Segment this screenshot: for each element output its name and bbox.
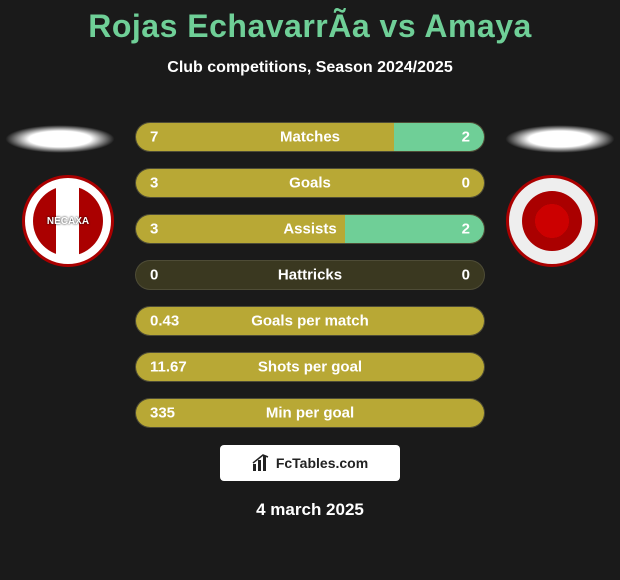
stat-value-left: 335 — [150, 405, 175, 422]
stat-value-right: 2 — [462, 221, 470, 238]
date-label: 4 march 2025 — [0, 500, 620, 520]
stat-label: Goals — [289, 175, 331, 192]
page-subtitle: Club competitions, Season 2024/2025 — [0, 59, 620, 77]
stat-row: 335 Min per goal — [135, 398, 485, 428]
stat-value-right: 2 — [462, 129, 470, 146]
stat-row: 0 Hattricks 0 — [135, 260, 485, 290]
stat-label: Hattricks — [278, 267, 342, 284]
stat-row: 11.67 Shots per goal — [135, 352, 485, 382]
brand-badge[interactable]: FcTables.com — [220, 445, 400, 481]
player-shadow-right — [505, 125, 615, 153]
stat-value-left: 7 — [150, 129, 158, 146]
stat-label: Min per goal — [266, 405, 354, 422]
stat-fill-right — [394, 123, 484, 151]
stat-label: Goals per match — [251, 313, 369, 330]
brand-text: FcTables.com — [276, 455, 368, 471]
stat-fill-left — [136, 123, 394, 151]
page-title: Rojas EchavarrÃa vs Amaya — [0, 0, 620, 45]
stat-value-right: 0 — [462, 267, 470, 284]
stat-value-left: 0 — [150, 267, 158, 284]
club-badge-right — [506, 175, 598, 267]
stat-value-left: 0.43 — [150, 313, 179, 330]
stat-row: 7 Matches 2 — [135, 122, 485, 152]
stat-value-left: 3 — [150, 221, 158, 238]
stat-value-right: 0 — [462, 175, 470, 192]
chart-icon — [252, 454, 270, 472]
stats-bars: 7 Matches 2 3 Goals 0 3 Assists 2 0 Hatt… — [135, 122, 485, 444]
club-badge-left-inner: NECAXA — [33, 186, 103, 256]
club-badge-right-inner — [522, 191, 582, 251]
stat-label: Assists — [283, 221, 336, 238]
stat-row: 3 Assists 2 — [135, 214, 485, 244]
stat-value-left: 11.67 — [150, 359, 187, 376]
stat-row: 3 Goals 0 — [135, 168, 485, 198]
stat-row: 0.43 Goals per match — [135, 306, 485, 336]
player-shadow-left — [5, 125, 115, 153]
stat-label: Shots per goal — [258, 359, 362, 376]
stat-value-left: 3 — [150, 175, 158, 192]
club-badge-left: NECAXA — [22, 175, 114, 267]
stat-label: Matches — [280, 129, 340, 146]
